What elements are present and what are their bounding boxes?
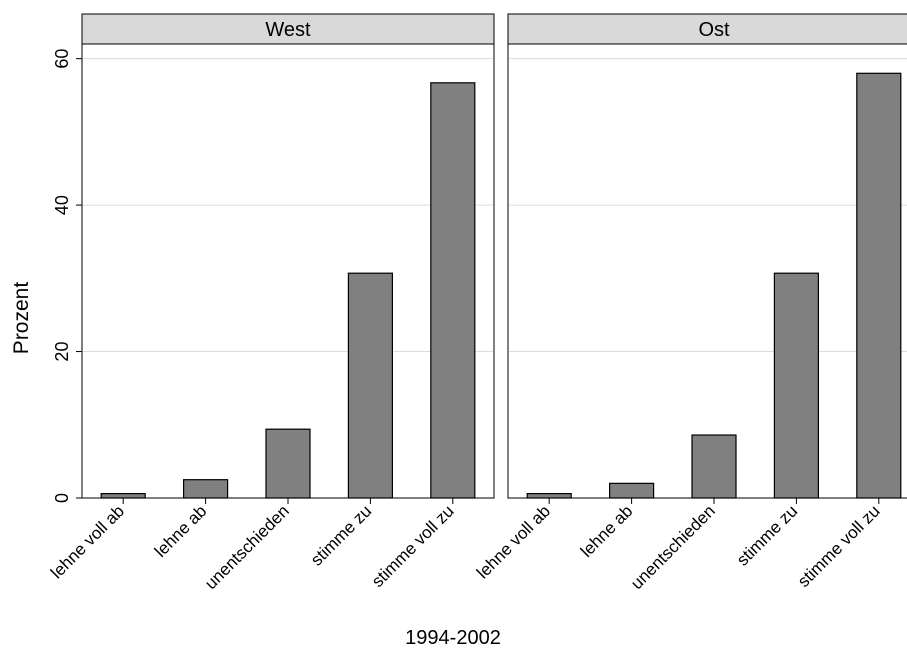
y-tick-label: 0: [52, 493, 72, 503]
x-axis-label: 1994-2002: [405, 627, 501, 649]
x-tick-label: lehne ab: [577, 501, 637, 561]
y-axis-label: Prozent: [10, 282, 33, 355]
x-tick-label: lehne ab: [151, 501, 211, 561]
plot-area: [81, 43, 495, 499]
panel-title: Ost: [698, 19, 730, 41]
bar: [100, 493, 146, 499]
bar: [856, 72, 902, 499]
bar: [691, 434, 737, 499]
panel-title: West: [265, 19, 311, 41]
x-tick-label: stimme zu: [307, 501, 375, 569]
x-tick-label: stimme voll zu: [794, 501, 884, 591]
bar: [608, 482, 655, 499]
x-tick-label: stimme voll zu: [368, 501, 458, 591]
bar: [347, 272, 393, 499]
x-tick-label: stimme zu: [733, 501, 801, 569]
bar: [183, 479, 229, 499]
bar: [265, 428, 311, 499]
y-tick-label: 60: [52, 49, 72, 69]
bar: [526, 493, 572, 499]
x-tick-label: unentschieden: [201, 501, 293, 593]
bar: [773, 272, 820, 499]
bar: [430, 82, 476, 499]
panel-header: [81, 13, 495, 45]
x-tick-label: lehne voll ab: [47, 501, 128, 582]
y-axis: 0 20 40 60: [52, 49, 82, 503]
x-tick-label: lehne voll ab: [473, 501, 554, 582]
x-tick-label: unentschieden: [627, 501, 719, 593]
y-tick-label: 20: [52, 342, 72, 362]
panel-header: [507, 13, 907, 45]
y-tick-label: 40: [52, 195, 72, 215]
plot-area: [507, 43, 907, 499]
